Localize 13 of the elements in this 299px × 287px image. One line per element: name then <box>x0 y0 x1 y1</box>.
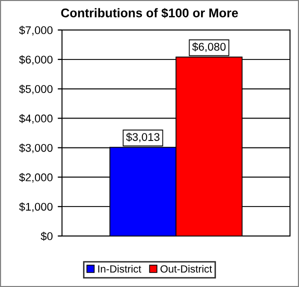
data-label: $3,013 <box>126 132 160 142</box>
legend-label: In-District <box>98 264 142 273</box>
y-tick-label: $0 <box>40 232 53 241</box>
y-tick-label: $3,000 <box>19 144 53 154</box>
y-tick-label: $2,000 <box>19 172 53 183</box>
y-tick-label: $1,000 <box>19 202 53 212</box>
y-tick-label: $5,000 <box>19 84 53 94</box>
legend-label: Out-District <box>160 264 212 273</box>
y-tick-label: $7,000 <box>19 26 53 36</box>
chart-title: Contributions of $100 or More <box>61 8 238 18</box>
data-label: $6,080 <box>192 42 226 52</box>
y-tick-label: $4,000 <box>19 114 53 124</box>
y-tick-label: $6,000 <box>19 55 53 65</box>
